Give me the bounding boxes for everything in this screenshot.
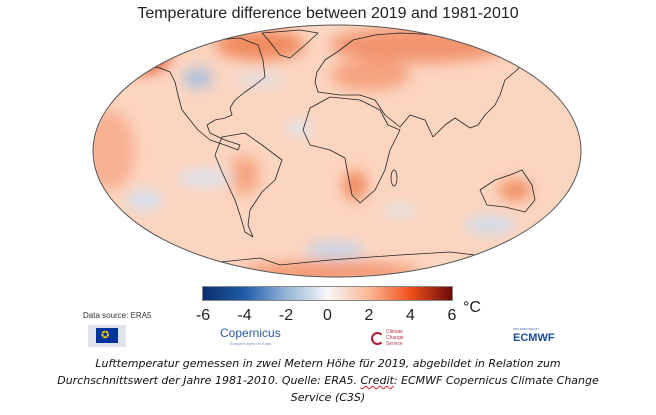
colorbar-tick-label: -6 bbox=[195, 307, 211, 324]
eurasia-outline bbox=[314, 32, 526, 138]
ecmwf-logo: IMPLEMENTED BY ECMWF bbox=[513, 327, 555, 344]
map-title: Temperature difference between 2019 and … bbox=[137, 5, 519, 22]
ecmwf-tagline: IMPLEMENTED BY bbox=[513, 327, 540, 331]
colorbar-tick-label: 0 bbox=[323, 307, 332, 324]
colorbar-tick-label: -4 bbox=[237, 307, 252, 324]
colorbar-tick-label: 2 bbox=[364, 307, 374, 324]
south-america-outline bbox=[214, 132, 283, 238]
colorbar-tick-label: 6 bbox=[447, 307, 457, 324]
data-source-label: Data source: ERA5 bbox=[83, 311, 152, 320]
figure-caption: Lufttemperatur gemessen in zwei Metern H… bbox=[0, 355, 656, 406]
c3s-logo-text: Climate Change Service bbox=[386, 329, 404, 347]
ecmwf-logo-text: ECMWF bbox=[513, 332, 555, 344]
colorbar-tick-label: 4 bbox=[406, 307, 415, 324]
caption-line-3: Service (C3S) bbox=[290, 391, 366, 404]
copernicus-logo-text: Copernicus bbox=[220, 326, 281, 340]
africa-outline bbox=[302, 96, 401, 204]
c3s-logo: Climate Change Service bbox=[371, 329, 418, 347]
colorbar bbox=[202, 286, 453, 301]
australia-outline bbox=[479, 169, 536, 213]
caption-line-2: Durchschnittswert der Jahre 1981-2010. Q… bbox=[0, 372, 656, 389]
colorbar-unit: °C bbox=[463, 299, 481, 316]
colorbar-tick-label: -2 bbox=[278, 307, 294, 324]
eu-flag-icon: ✪ bbox=[96, 328, 118, 343]
madagascar-outline bbox=[390, 169, 398, 187]
caption-text: : ECMWF Copernicus Climate Change bbox=[393, 374, 599, 387]
copernicus-logo: Copernicus Europe's eyes on Earth bbox=[220, 326, 281, 347]
caption-credit-word: Credit bbox=[360, 374, 394, 387]
c3s-ring-icon bbox=[371, 331, 384, 345]
map-border bbox=[92, 24, 582, 278]
caption-text: Durchschnittswert der Jahre 1981-2010. Q… bbox=[57, 374, 361, 387]
eu-logo: ✪ bbox=[88, 325, 126, 347]
greenland-outline bbox=[261, 29, 319, 59]
caption-line-1: Lufttemperatur gemessen in zwei Metern H… bbox=[95, 357, 561, 370]
copernicus-tagline: Europe's eyes on Earth bbox=[230, 341, 272, 346]
